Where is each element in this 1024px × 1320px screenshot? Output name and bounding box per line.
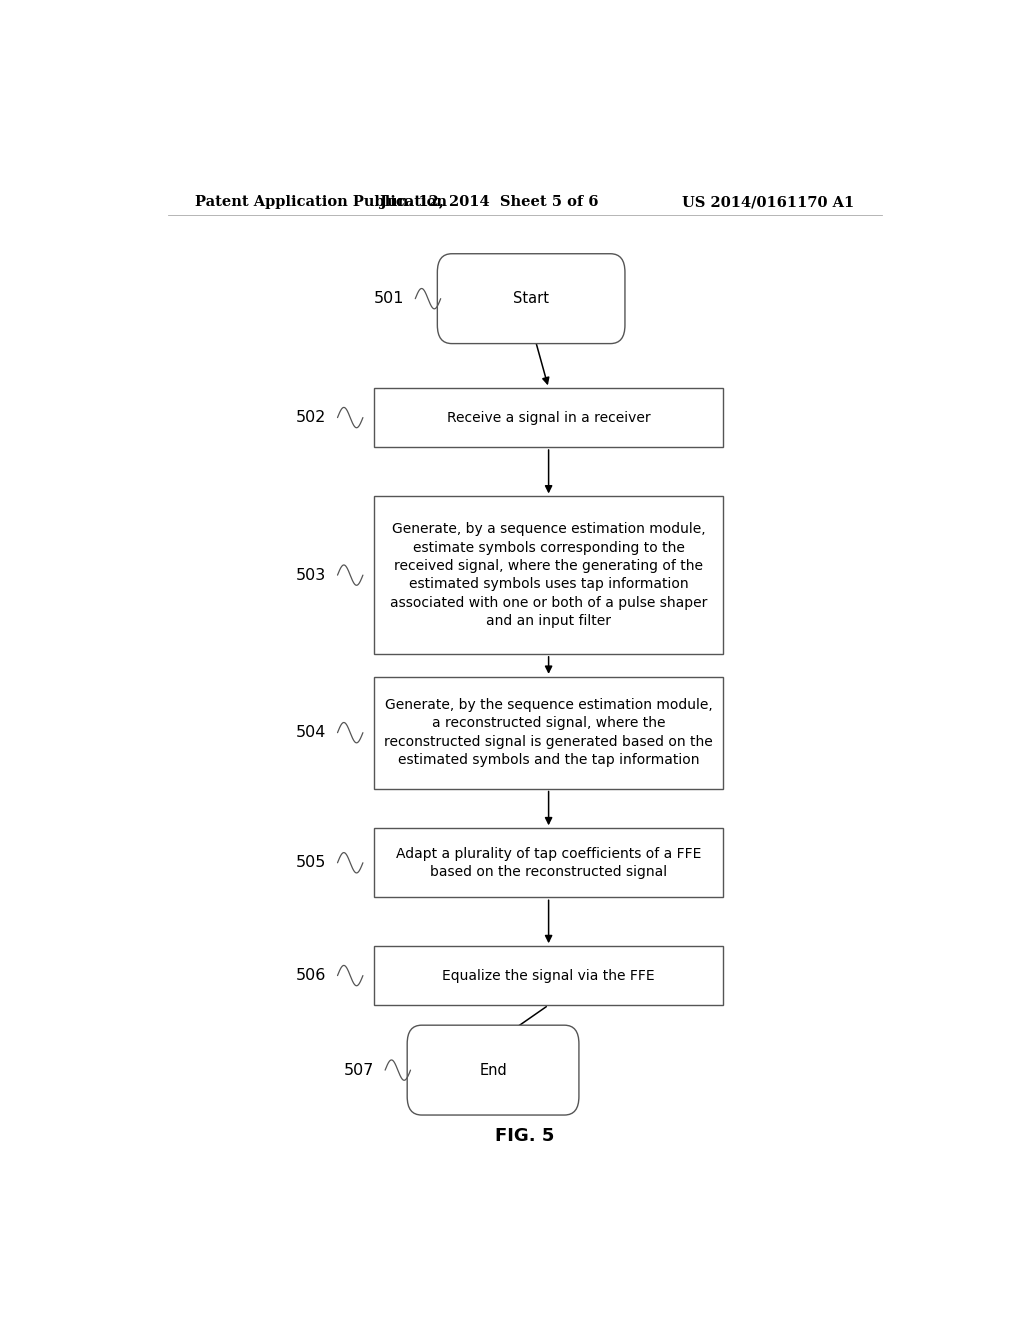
Text: US 2014/0161170 A1: US 2014/0161170 A1 xyxy=(682,195,854,209)
Text: 501: 501 xyxy=(374,292,404,306)
Bar xyxy=(374,946,723,1005)
Text: Adapt a plurality of tap coefficients of a FFE
based on the reconstructed signal: Adapt a plurality of tap coefficients of… xyxy=(396,846,701,879)
Bar xyxy=(374,828,723,898)
Text: FIG. 5: FIG. 5 xyxy=(496,1127,554,1146)
Text: 506: 506 xyxy=(296,968,327,983)
FancyBboxPatch shape xyxy=(437,253,625,343)
Text: 505: 505 xyxy=(296,855,327,870)
Text: Equalize the signal via the FFE: Equalize the signal via the FFE xyxy=(442,969,655,982)
FancyBboxPatch shape xyxy=(408,1026,579,1115)
Text: Start: Start xyxy=(513,292,549,306)
Bar xyxy=(374,677,723,788)
Bar xyxy=(374,496,723,653)
Text: 503: 503 xyxy=(296,568,327,582)
Text: Receive a signal in a receiver: Receive a signal in a receiver xyxy=(446,411,650,425)
Text: Patent Application Publication: Patent Application Publication xyxy=(196,195,447,209)
Text: 507: 507 xyxy=(344,1063,374,1077)
Text: Generate, by the sequence estimation module,
a reconstructed signal, where the
r: Generate, by the sequence estimation mod… xyxy=(384,698,713,767)
Text: Generate, by a sequence estimation module,
estimate symbols corresponding to the: Generate, by a sequence estimation modul… xyxy=(390,523,708,628)
Text: End: End xyxy=(479,1063,507,1077)
Text: 504: 504 xyxy=(296,725,327,741)
Text: Jun. 12, 2014  Sheet 5 of 6: Jun. 12, 2014 Sheet 5 of 6 xyxy=(380,195,598,209)
Bar xyxy=(374,388,723,447)
Text: 502: 502 xyxy=(296,411,327,425)
